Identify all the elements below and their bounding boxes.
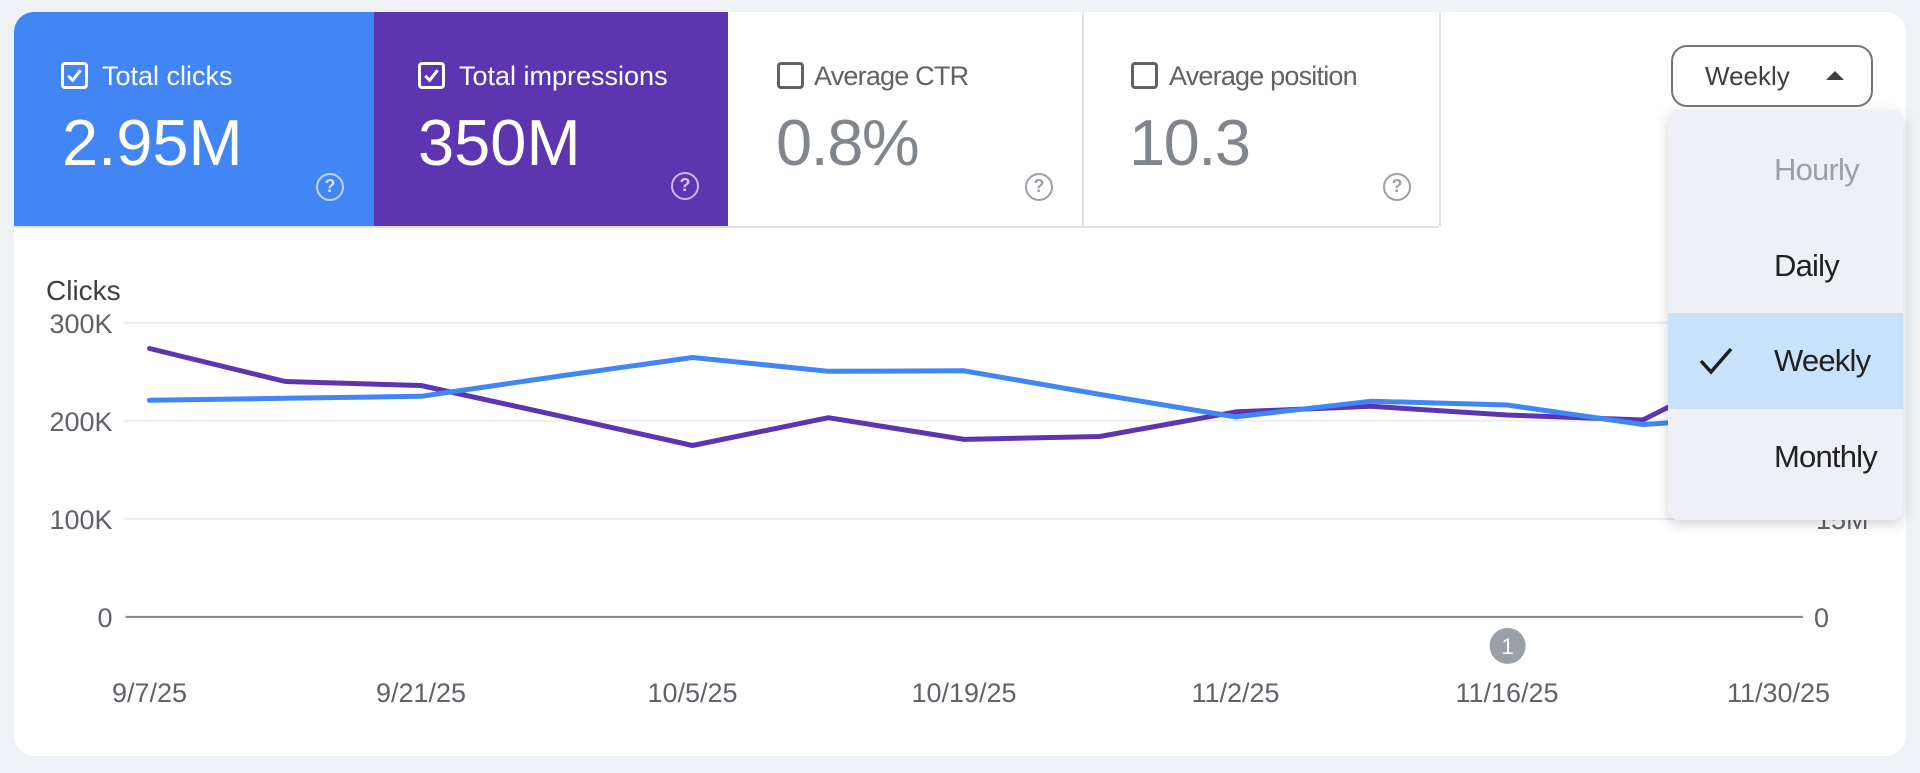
svg-text:100K: 100K <box>49 505 112 535</box>
svg-text:9/21/25: 9/21/25 <box>376 678 466 708</box>
svg-text:11/30/25: 11/30/25 <box>1727 678 1830 708</box>
svg-text:Clicks: Clicks <box>46 275 121 306</box>
svg-text:0: 0 <box>97 603 112 633</box>
svg-text:11/2/25: 11/2/25 <box>1191 678 1279 708</box>
svg-text:1: 1 <box>1501 634 1513 659</box>
svg-text:9/7/25: 9/7/25 <box>112 678 187 708</box>
svg-text:10/5/25: 10/5/25 <box>647 678 737 708</box>
svg-text:0: 0 <box>1814 603 1829 633</box>
svg-text:200K: 200K <box>49 407 112 437</box>
svg-text:300K: 300K <box>49 309 112 339</box>
svg-text:11/16/25: 11/16/25 <box>1455 678 1558 708</box>
svg-text:10/19/25: 10/19/25 <box>911 678 1016 708</box>
